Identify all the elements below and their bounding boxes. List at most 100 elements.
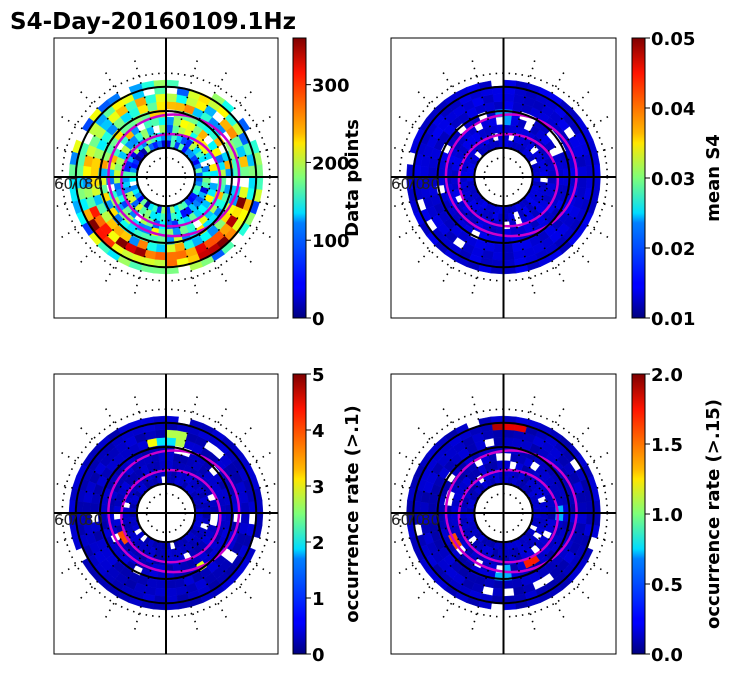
meridian-line <box>79 197 146 264</box>
data-cell <box>154 429 167 439</box>
data-cell <box>578 165 588 178</box>
data-cell <box>240 501 250 514</box>
meridian-line <box>104 537 153 619</box>
data-cell <box>503 79 517 87</box>
data-cell <box>493 244 504 253</box>
oval-contour <box>457 132 560 228</box>
colorbar-label: occurrence rate (>.15) <box>703 399 724 629</box>
meridian-line <box>133 59 160 150</box>
data-cell <box>154 251 167 261</box>
data-cell <box>578 176 588 189</box>
meridian-line <box>528 115 609 164</box>
meridian-line <box>442 71 490 153</box>
meridian-line <box>523 426 590 493</box>
meridian-line <box>193 482 278 507</box>
meridian-line <box>193 183 278 208</box>
axes-frame <box>390 37 617 319</box>
meridian-line <box>190 451 272 500</box>
data-cell <box>578 501 588 514</box>
data-cell <box>503 415 517 423</box>
data-cell <box>165 603 179 611</box>
data-cell <box>503 429 515 439</box>
meridian-line <box>172 540 199 631</box>
data-cell <box>165 587 178 597</box>
colorbar-tick-label: 0.04 <box>651 99 695 120</box>
meridian-line <box>54 146 139 171</box>
data-cell <box>165 460 174 469</box>
data-cell <box>492 251 504 261</box>
colorbar-tick-label: 200 <box>312 153 350 174</box>
meridian-line <box>104 71 153 153</box>
meridian-line <box>179 201 228 283</box>
meridian-line <box>510 204 536 295</box>
data-cell <box>153 603 167 611</box>
colorbar-label: Data points <box>342 119 363 237</box>
data-cell <box>547 176 557 185</box>
data-cell <box>153 267 167 275</box>
meridian-line <box>190 115 272 164</box>
meridian-line <box>417 90 484 157</box>
oval-contour <box>107 449 241 574</box>
data-cell <box>155 244 167 253</box>
latitude-label: 60 <box>54 175 73 193</box>
colorbar <box>292 37 307 319</box>
meridian-line <box>417 426 484 493</box>
meridian-line <box>471 395 497 486</box>
data-cell <box>256 512 264 526</box>
oval-contour <box>444 113 578 238</box>
colorbar-tick-label: 0 <box>312 309 325 330</box>
data-cell <box>508 212 516 222</box>
data-cell <box>165 93 178 103</box>
data-cell <box>593 176 601 190</box>
data-cell <box>240 165 250 178</box>
data-cell <box>155 580 167 589</box>
meridian-line <box>398 190 479 239</box>
meridian-line <box>193 146 278 171</box>
data-cell <box>492 93 504 103</box>
latitude-label: 60 <box>391 175 410 193</box>
data-cell <box>493 437 504 446</box>
polar-plot <box>391 374 616 654</box>
meridian-line <box>442 407 490 489</box>
data-cell <box>503 460 511 469</box>
meridian-line <box>398 115 479 164</box>
data-cell <box>503 116 512 126</box>
data-cell <box>157 452 167 462</box>
meridian-line <box>193 519 278 544</box>
colorbar-tick-label: 0.03 <box>651 169 695 190</box>
meridian-line <box>186 533 253 600</box>
data-cell <box>493 580 504 589</box>
data-cell <box>503 603 517 611</box>
polar-plot <box>391 38 616 318</box>
colorbar-label: mean S4 <box>703 134 724 222</box>
meridian-line <box>391 482 476 507</box>
meridian-line <box>60 115 142 164</box>
meridian-line <box>471 540 497 631</box>
latitude-label: 70 <box>406 511 425 529</box>
data-cell <box>165 415 179 423</box>
data-cell <box>503 124 511 133</box>
data-cell <box>165 101 177 110</box>
data-cell <box>165 116 175 126</box>
data-cell <box>165 580 177 589</box>
latitude-label: 80 <box>84 511 103 529</box>
meridian-line <box>190 190 272 239</box>
meridian-line <box>417 533 484 600</box>
meridian-line <box>391 183 476 208</box>
data-cell <box>578 512 588 525</box>
data-cell <box>256 500 264 514</box>
data-cell <box>155 101 167 110</box>
meridian-line <box>79 426 146 493</box>
axes-frame <box>53 373 279 655</box>
meridian-line <box>523 90 590 157</box>
colorbar-tick-label: 4 <box>312 421 325 442</box>
meridian-line <box>172 59 199 150</box>
data-cell <box>443 168 452 178</box>
oval-contour <box>444 449 578 574</box>
colorbar-tick-label: 1.0 <box>651 505 683 526</box>
data-cell <box>483 578 495 589</box>
colorbar-tick-label: 0.01 <box>651 309 695 330</box>
data-cell <box>547 512 557 521</box>
